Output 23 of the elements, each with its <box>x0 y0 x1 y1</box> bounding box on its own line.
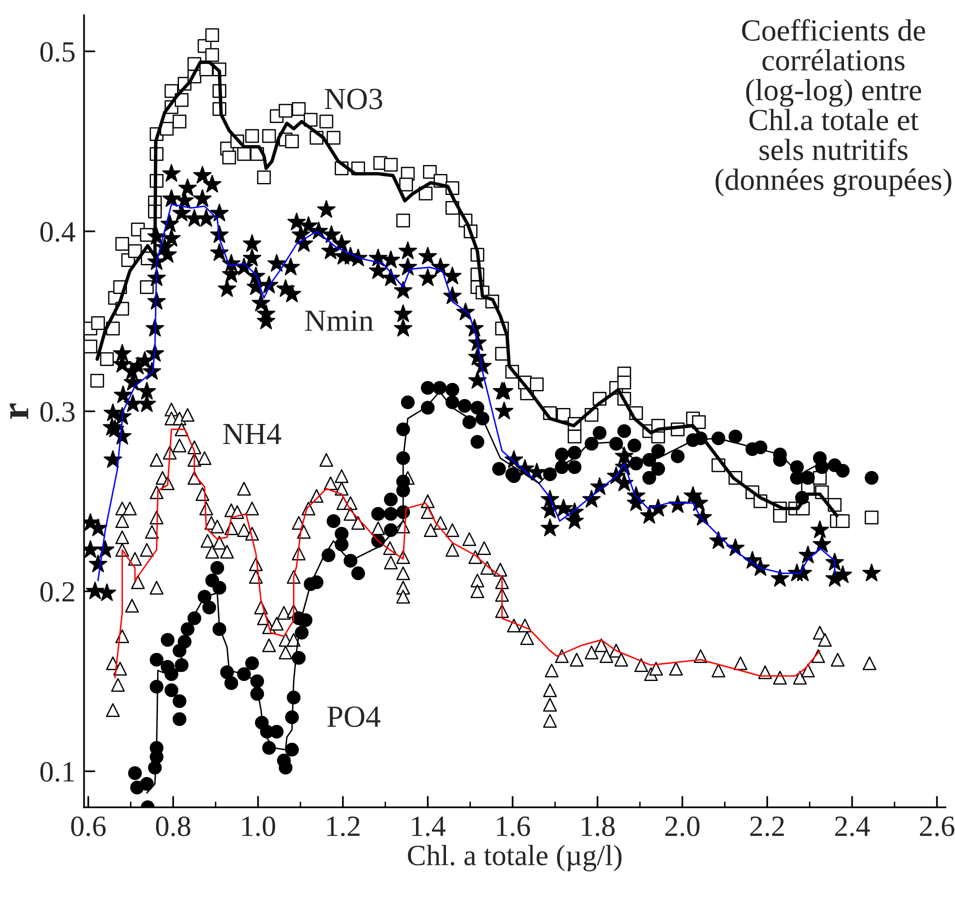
y-tick-label: 0.2 <box>40 582 74 602</box>
annotation: Nmin <box>305 310 374 331</box>
x-tick-label: 1.2 <box>327 816 360 836</box>
annotation: NH4 <box>223 424 282 444</box>
y-tick-label: 0.1 <box>40 762 74 782</box>
annotation: Coefficients de corrélations (log-log) entre Chl.a totale et sels nutritifs (données groupées) <box>716 19 952 196</box>
x-tick-label: 2.2 <box>750 816 784 836</box>
x-tick-label: 1.8 <box>582 816 615 836</box>
y-axis-title: r <box>10 404 28 419</box>
y-tick-label: 0.5 <box>40 42 75 62</box>
annotation: PO4 <box>327 706 380 728</box>
x-tick-label: 0.8 <box>156 816 190 836</box>
x-tick-label: 1.6 <box>496 816 530 836</box>
y-tick-label: 0.4 <box>40 222 76 242</box>
y-tick-label: 0.3 <box>40 402 75 422</box>
x-tick-label: 2.4 <box>835 816 870 836</box>
annotation: NO3 <box>324 88 382 110</box>
x-tick-label: 1.4 <box>412 816 446 836</box>
x-tick-label: 2.0 <box>665 816 700 836</box>
x-tick-label: 2.6 <box>920 816 954 836</box>
x-tick-label: 0.6 <box>71 816 106 836</box>
x-tick-label: 1.0 <box>242 816 276 836</box>
x-axis-title: Chl. a totale (µg/l) <box>408 844 622 872</box>
